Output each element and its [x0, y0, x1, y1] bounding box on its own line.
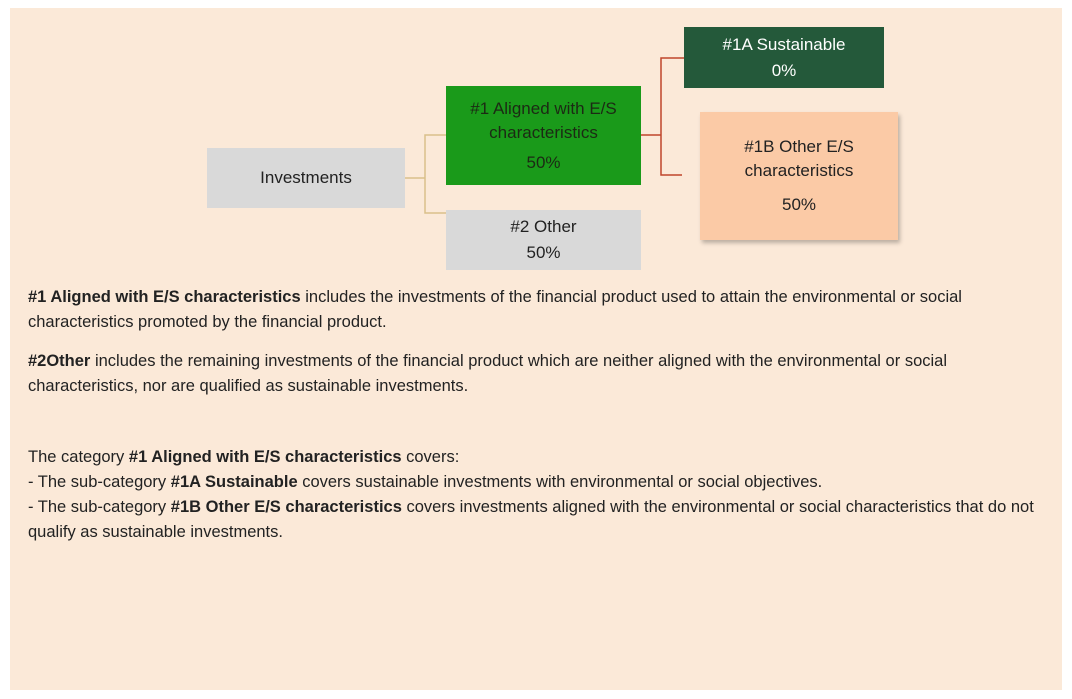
- connector: [660, 57, 684, 176]
- category-notes: The category #1 Aligned with E/S charact…: [28, 445, 1048, 545]
- text: The category: [28, 448, 129, 466]
- bold-text: #1B Other E/S characteristics: [170, 498, 402, 516]
- node-box: #2 Other 50%: [446, 210, 641, 270]
- node-label: #1 Aligned with E/S: [470, 98, 617, 118]
- node-box: Investments: [207, 148, 405, 208]
- text: - The sub-category: [28, 498, 171, 516]
- node-label: characteristics: [744, 161, 854, 180]
- text-block: #1 Aligned with E/S characteristics incl…: [28, 285, 1048, 545]
- bold-text: #1 Aligned with E/S characteristics: [28, 288, 301, 306]
- text: includes the investments of the financia…: [28, 288, 962, 331]
- text: covers investments aligned with the envi…: [28, 498, 1034, 541]
- definitions: #1 Aligned with E/S characteristics incl…: [28, 285, 1048, 399]
- text: includes the remaining investments of th…: [28, 352, 947, 395]
- node-box: #1B Other E/S characteristics 50%: [700, 112, 898, 240]
- paragraph: #2Other includes the remaining investmen…: [28, 349, 1048, 399]
- node-label: Investments: [260, 168, 352, 187]
- text: covers:: [401, 448, 460, 466]
- text: - The sub-category: [28, 473, 171, 491]
- bold-text: #1A Sustainable: [170, 473, 298, 491]
- node-box: #1 Aligned with E/S characteristics 50%: [446, 86, 641, 185]
- node-value: 50%: [526, 243, 561, 262]
- node-value: 0%: [771, 60, 797, 80]
- node-label: #1B Other E/S: [744, 137, 854, 156]
- bold-text: #2Other: [28, 352, 91, 370]
- paragraph: - The sub-category #1B Other E/S charact…: [28, 495, 1048, 545]
- paragraph: - The sub-category #1A Sustainable cover…: [28, 470, 1048, 495]
- node-value: 50%: [526, 152, 561, 172]
- connector: [424, 134, 446, 214]
- node-label: #2 Other: [510, 217, 577, 236]
- node-label: #1A Sustainable: [722, 34, 846, 54]
- bold-text: #1 Aligned with E/S characteristics: [128, 448, 402, 466]
- node-box: #1A Sustainable 0%: [684, 27, 884, 88]
- text: covers sustainable investments with envi…: [297, 473, 823, 491]
- paragraph: The category #1 Aligned with E/S charact…: [28, 445, 1048, 470]
- node-value: 50%: [781, 195, 817, 214]
- paragraph: #1 Aligned with E/S characteristics incl…: [28, 285, 1048, 335]
- node-label: characteristics: [489, 122, 598, 142]
